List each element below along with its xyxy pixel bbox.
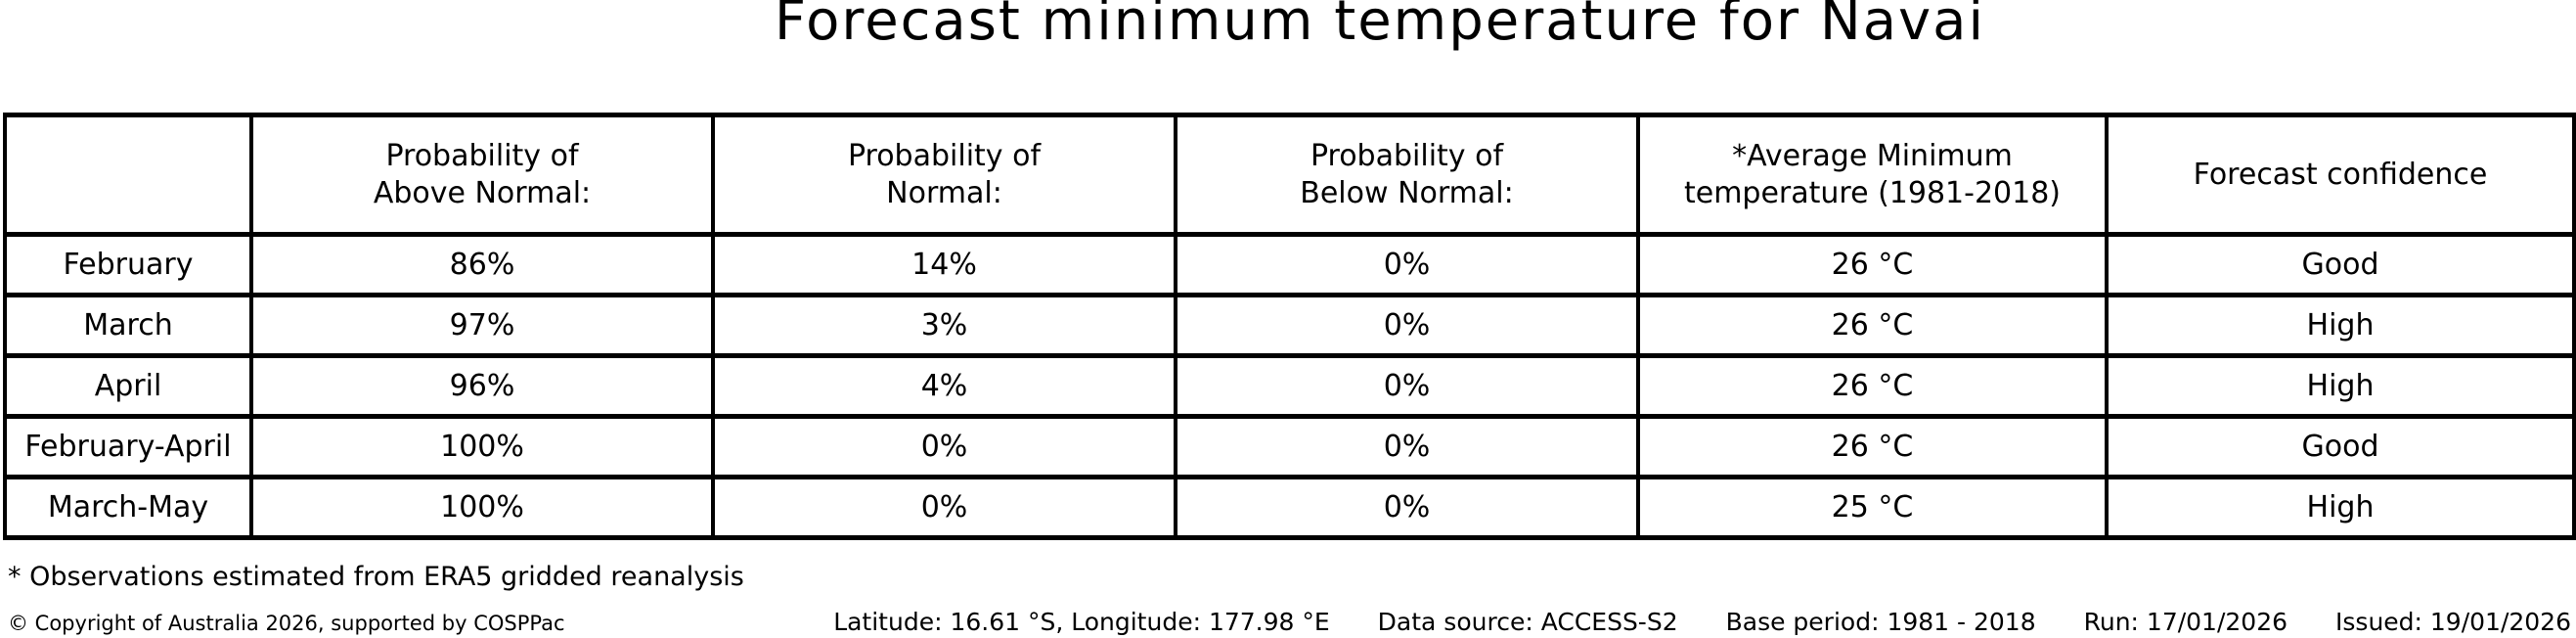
cell-april-above: 96% [249, 353, 715, 419]
header-blank-cell [3, 113, 253, 237]
row-label-april: April [3, 353, 253, 419]
cell-march-may-confidence: High [2105, 475, 2576, 540]
cell-february-below: 0% [1174, 232, 1640, 297]
location-text: Latitude: 16.61 °S, Longitude: 177.98 °E [833, 608, 1330, 636]
cell-march-may-below: 0% [1174, 475, 1640, 540]
table-row-march-may: March-May 100% 0% 0% 25 °C High [3, 475, 2576, 540]
cell-april-confidence: High [2105, 353, 2576, 419]
cell-march-may-avg-temp: 25 °C [1636, 475, 2109, 540]
cell-february-april-above: 100% [249, 414, 715, 479]
header-forecast-confidence: Forecast confidence [2105, 113, 2576, 237]
cell-february-avg-temp: 26 °C [1636, 232, 2109, 297]
table-row-march: March 97% 3% 0% 26 °C High [3, 293, 2576, 358]
row-label-february: February [3, 232, 253, 297]
header-prob-below-normal: Probability of Below Normal: [1174, 113, 1640, 237]
table-row-april: April 96% 4% 0% 26 °C High [3, 353, 2576, 419]
footer-bar: © Copyright of Australia 2026, supported… [8, 608, 2571, 636]
base-period-text: Base period: 1981 - 2018 [1725, 608, 2036, 636]
header-average-min-temp: *Average Minimum temperature (1981-2018) [1636, 113, 2109, 237]
cell-march-above: 97% [249, 293, 715, 358]
cell-february-confidence: Good [2105, 232, 2576, 297]
header-prob-normal: Probability of Normal: [711, 113, 1177, 237]
cell-april-below: 0% [1174, 353, 1640, 419]
cell-february-april-below: 0% [1174, 414, 1640, 479]
issued-date-text: Issued: 19/01/2026 [2335, 608, 2571, 636]
cell-march-may-above: 100% [249, 475, 715, 540]
cell-march-confidence: High [2105, 293, 2576, 358]
table-row-february-april: February-April 100% 0% 0% 26 °C Good [3, 414, 2576, 479]
cell-march-avg-temp: 26 °C [1636, 293, 2109, 358]
cell-february-april-confidence: Good [2105, 414, 2576, 479]
cell-february-april-normal: 0% [711, 414, 1177, 479]
run-date-text: Run: 17/01/2026 [2083, 608, 2288, 636]
row-label-march-may: March-May [3, 475, 253, 540]
cell-february-normal: 14% [711, 232, 1177, 297]
cell-april-normal: 4% [711, 353, 1177, 419]
table-header-row: Probability of Above Normal: Probability… [3, 113, 2576, 237]
footer-info: Latitude: 16.61 °S, Longitude: 177.98 °E… [833, 608, 2571, 636]
cell-february-april-avg-temp: 26 °C [1636, 414, 2109, 479]
row-label-february-april: February-April [3, 414, 253, 479]
table-row-february: February 86% 14% 0% 26 °C Good [3, 232, 2576, 297]
row-label-march: March [3, 293, 253, 358]
data-source-text: Data source: ACCESS-S2 [1377, 608, 1678, 636]
figure-title: Forecast minimum temperature for Navai [774, 0, 1986, 53]
cell-february-above: 86% [249, 232, 715, 297]
copyright-text: © Copyright of Australia 2026, supported… [8, 612, 565, 635]
cell-april-avg-temp: 26 °C [1636, 353, 2109, 419]
forecast-table: Probability of Above Normal: Probability… [3, 113, 2576, 540]
cell-march-may-normal: 0% [711, 475, 1177, 540]
header-prob-above-normal: Probability of Above Normal: [249, 113, 715, 237]
cell-march-normal: 3% [711, 293, 1177, 358]
observations-footnote: * Observations estimated from ERA5 gridd… [8, 562, 744, 592]
cell-march-below: 0% [1174, 293, 1640, 358]
